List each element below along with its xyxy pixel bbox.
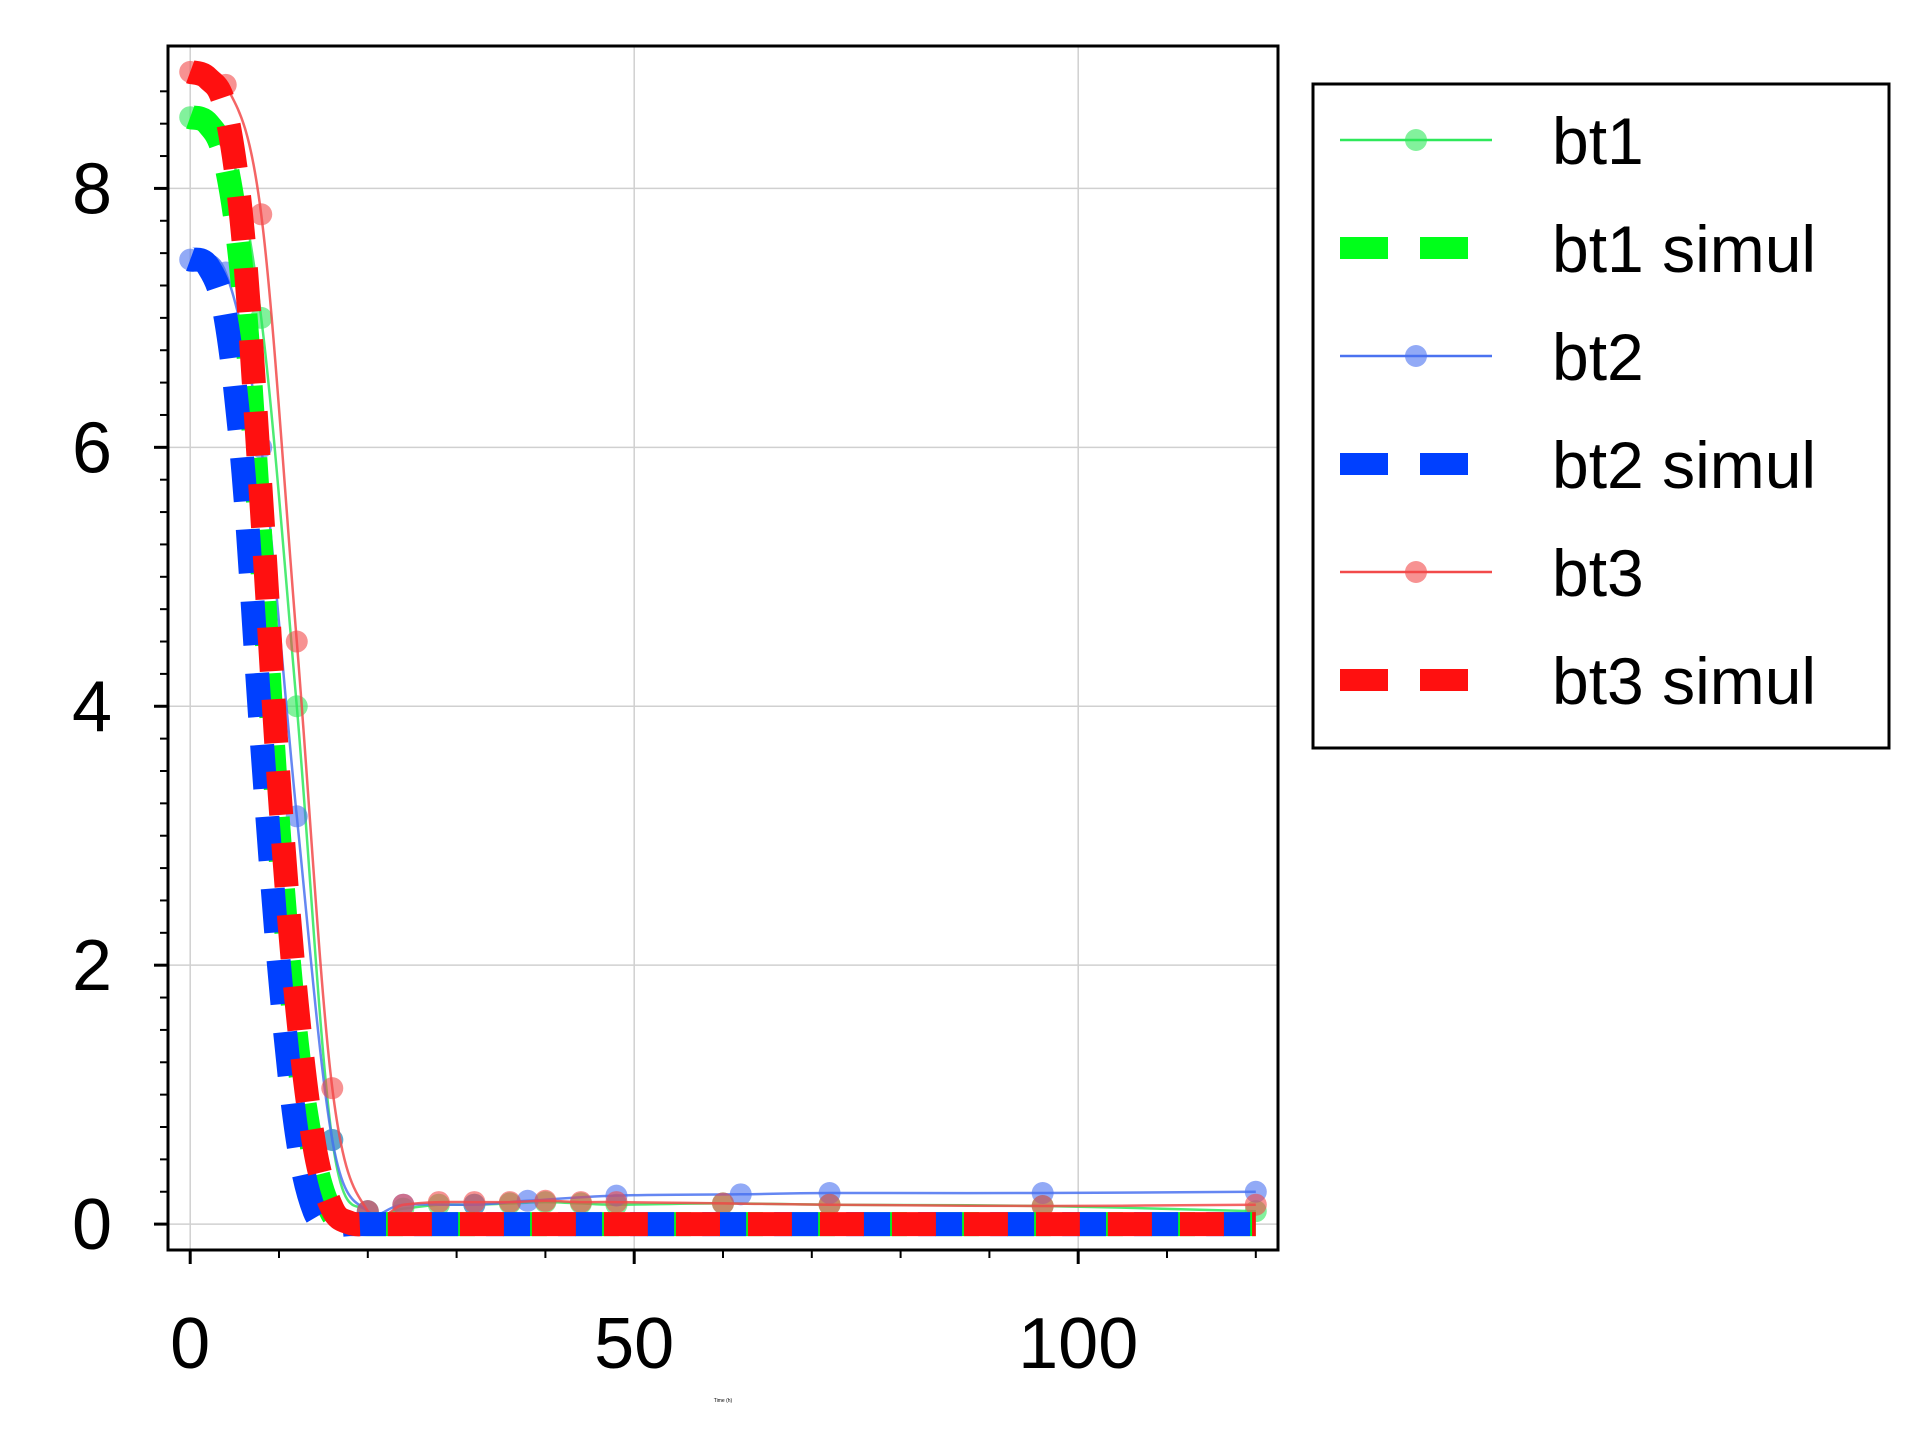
y-tick-label: 0	[72, 1185, 112, 1265]
legend-label-bt1-simul: bt1 simul	[1552, 212, 1816, 286]
series-bt3-point	[392, 1193, 415, 1216]
legend-label-bt2-simul: bt2 simul	[1552, 428, 1816, 502]
series-bt3-point	[712, 1192, 734, 1215]
series-bt3-point	[427, 1191, 450, 1214]
legend-label-bt3: bt3	[1552, 536, 1644, 610]
x-tick-label: 100	[1018, 1304, 1138, 1384]
plot-frame	[166, 44, 1280, 1252]
series-bt2-point	[321, 1128, 344, 1151]
legend-label-bt2: bt2	[1552, 320, 1644, 394]
y-tick-label: 4	[72, 667, 112, 747]
series-bt3-point	[321, 1077, 344, 1100]
legend-marker-bt1	[1405, 129, 1427, 151]
legend: bt1 bt1 simul bt2 bt2 simul bt3 bt3 simul	[1311, 82, 1891, 750]
series-bt3-point	[285, 630, 308, 653]
series-bt1-simul-line	[186, 105, 1256, 1237]
series-bt3-point	[605, 1191, 628, 1214]
series-bt3-point	[463, 1191, 486, 1214]
series-bt3-point	[569, 1191, 592, 1214]
legend-label-bt3-simul: bt3 simul	[1552, 644, 1816, 718]
x-tick-label: 0	[170, 1304, 210, 1384]
series-bt3-line	[189, 69, 1256, 1220]
series-bt3-point	[250, 203, 273, 226]
y-tick-label: 6	[72, 408, 112, 488]
legend-marker-bt2	[1405, 345, 1427, 367]
axis-ticks: 0 50 100 0 2 4 6 8	[72, 90, 1257, 1384]
series-bt3-point	[1031, 1194, 1054, 1217]
series-bt1-point	[285, 695, 308, 718]
series-bt3-simul-line	[186, 60, 1256, 1237]
series-bt3-point	[1244, 1193, 1267, 1216]
series-bt3-point	[534, 1189, 557, 1212]
series-bt2-simul-line	[186, 247, 1256, 1238]
y-tick-label: 2	[72, 926, 112, 1006]
legend-box	[1311, 82, 1891, 750]
series-bt2-point	[729, 1183, 752, 1206]
series-bt3-point	[498, 1191, 521, 1214]
series-bt1-line	[189, 114, 1256, 1218]
plot-area	[179, 60, 1267, 1238]
series-bt2-line	[189, 253, 1256, 1217]
series-bt3-point	[818, 1193, 841, 1216]
legend-marker-bt3	[1405, 561, 1427, 583]
x-tick-label: 50	[594, 1304, 674, 1384]
grid	[168, 46, 1278, 1250]
x-axis-label: Time (h)	[714, 1398, 733, 1404]
legend-label-bt1: bt1	[1552, 104, 1644, 178]
y-tick-label: 8	[72, 149, 112, 229]
